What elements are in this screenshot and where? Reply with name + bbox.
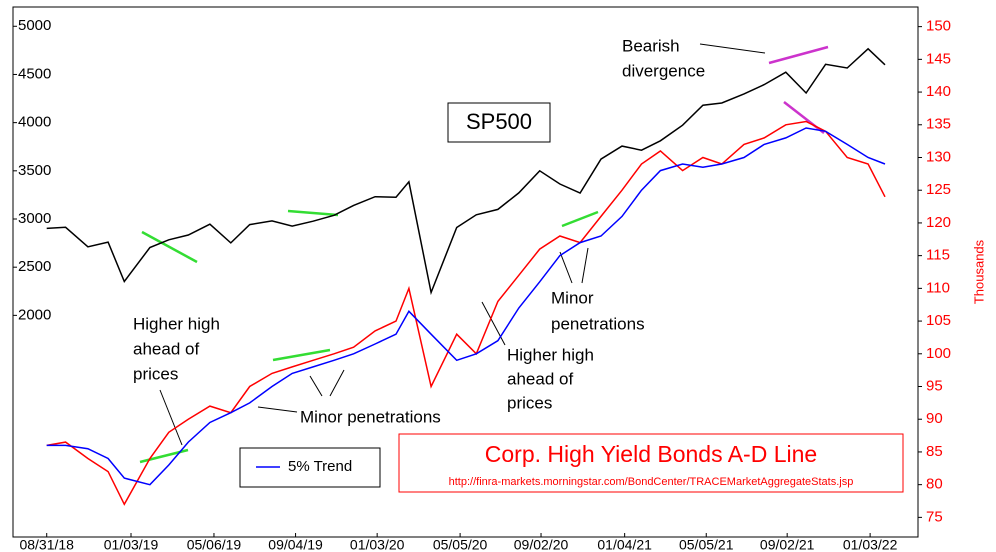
source-url: http://finra-markets.morningstar.com/Bon… <box>449 476 854 488</box>
annotation: Minor <box>551 288 594 307</box>
y-tick-label: 4000 <box>18 114 51 131</box>
y2-tick-label: 115 <box>926 247 950 264</box>
trend-segment <box>768 45 829 65</box>
series-line <box>46 127 886 486</box>
y2-tick-label: 95 <box>926 377 943 394</box>
pointer <box>329 369 345 397</box>
y-tick-label: 3000 <box>18 210 51 227</box>
annotation: divergence <box>622 61 705 80</box>
pointer <box>699 43 766 54</box>
pointer <box>309 375 323 397</box>
y2-tick-label: 120 <box>926 214 951 231</box>
x-tick-label: 09/04/19 <box>268 537 323 552</box>
x-tick-label: 01/03/19 <box>104 537 159 552</box>
y2-tick-label: 125 <box>926 181 951 198</box>
x-tick-label: 09/02/21 <box>760 537 815 552</box>
pointers <box>159 43 766 446</box>
y-tick-label: 3500 <box>18 162 51 179</box>
annotation: Higher high <box>133 314 220 333</box>
y2-tick-label: 130 <box>926 148 951 165</box>
y2-tick-label: 80 <box>926 476 943 493</box>
x-tick-label: 08/31/18 <box>19 537 74 552</box>
pointer <box>481 301 506 346</box>
series-line <box>46 47 886 296</box>
x-tick-label: 05/05/21 <box>679 537 734 552</box>
series-line <box>46 120 886 506</box>
annotation: Higher high <box>507 345 594 364</box>
trend-segment <box>287 209 339 217</box>
y2-tick-label: 150 <box>926 18 951 35</box>
trend-segment <box>272 348 331 362</box>
y2-tick-label: 90 <box>926 410 943 427</box>
x-tick-label: 05/06/19 <box>187 537 242 552</box>
sp500-label: SP500 <box>466 109 532 134</box>
y-tick-label: 2500 <box>18 258 51 275</box>
x-tick-label: 01/03/20 <box>350 537 405 552</box>
y-tick-label: 5000 <box>18 17 51 34</box>
trend-segment <box>561 210 599 228</box>
pointer <box>257 406 298 413</box>
annotation: prices <box>133 364 178 383</box>
y2-tick-label: 140 <box>926 83 951 100</box>
annotation: Bearish <box>622 36 680 55</box>
y-tick-label: 4500 <box>18 65 51 82</box>
y2-tick-label: 110 <box>926 279 950 296</box>
x-tick-label: 09/02/20 <box>514 537 569 552</box>
annotation: penetrations <box>551 314 645 333</box>
y2-axis-label: Thousands <box>971 239 986 304</box>
annotation: prices <box>507 393 552 412</box>
x-tick-label: 01/04/21 <box>597 537 652 552</box>
ad-line-box <box>398 433 904 493</box>
x-tick-label: 05/05/20 <box>433 537 488 552</box>
y2-tick-label: 85 <box>926 443 943 460</box>
y2-tick-label: 135 <box>926 116 951 133</box>
pointer <box>559 251 573 284</box>
y2-tick-label: 75 <box>926 508 943 525</box>
legend-label: 5% Trend <box>288 458 352 475</box>
y-tick-label: 2000 <box>18 306 51 323</box>
pointer <box>581 247 589 284</box>
sp500-box <box>447 102 551 143</box>
annotation: ahead of <box>507 369 573 388</box>
annotation: ahead of <box>133 339 199 358</box>
trend-segment <box>141 230 198 264</box>
x-tick-label: 01/03/22 <box>843 537 898 552</box>
y2-tick-label: 100 <box>926 345 951 362</box>
ad-line-label: Corp. High Yield Bonds A-D Line <box>485 441 817 467</box>
annotation: Minor penetrations <box>300 407 441 426</box>
y2-tick-label: 105 <box>926 312 951 329</box>
pointer <box>159 389 183 446</box>
y2-tick-label: 145 <box>926 50 951 67</box>
